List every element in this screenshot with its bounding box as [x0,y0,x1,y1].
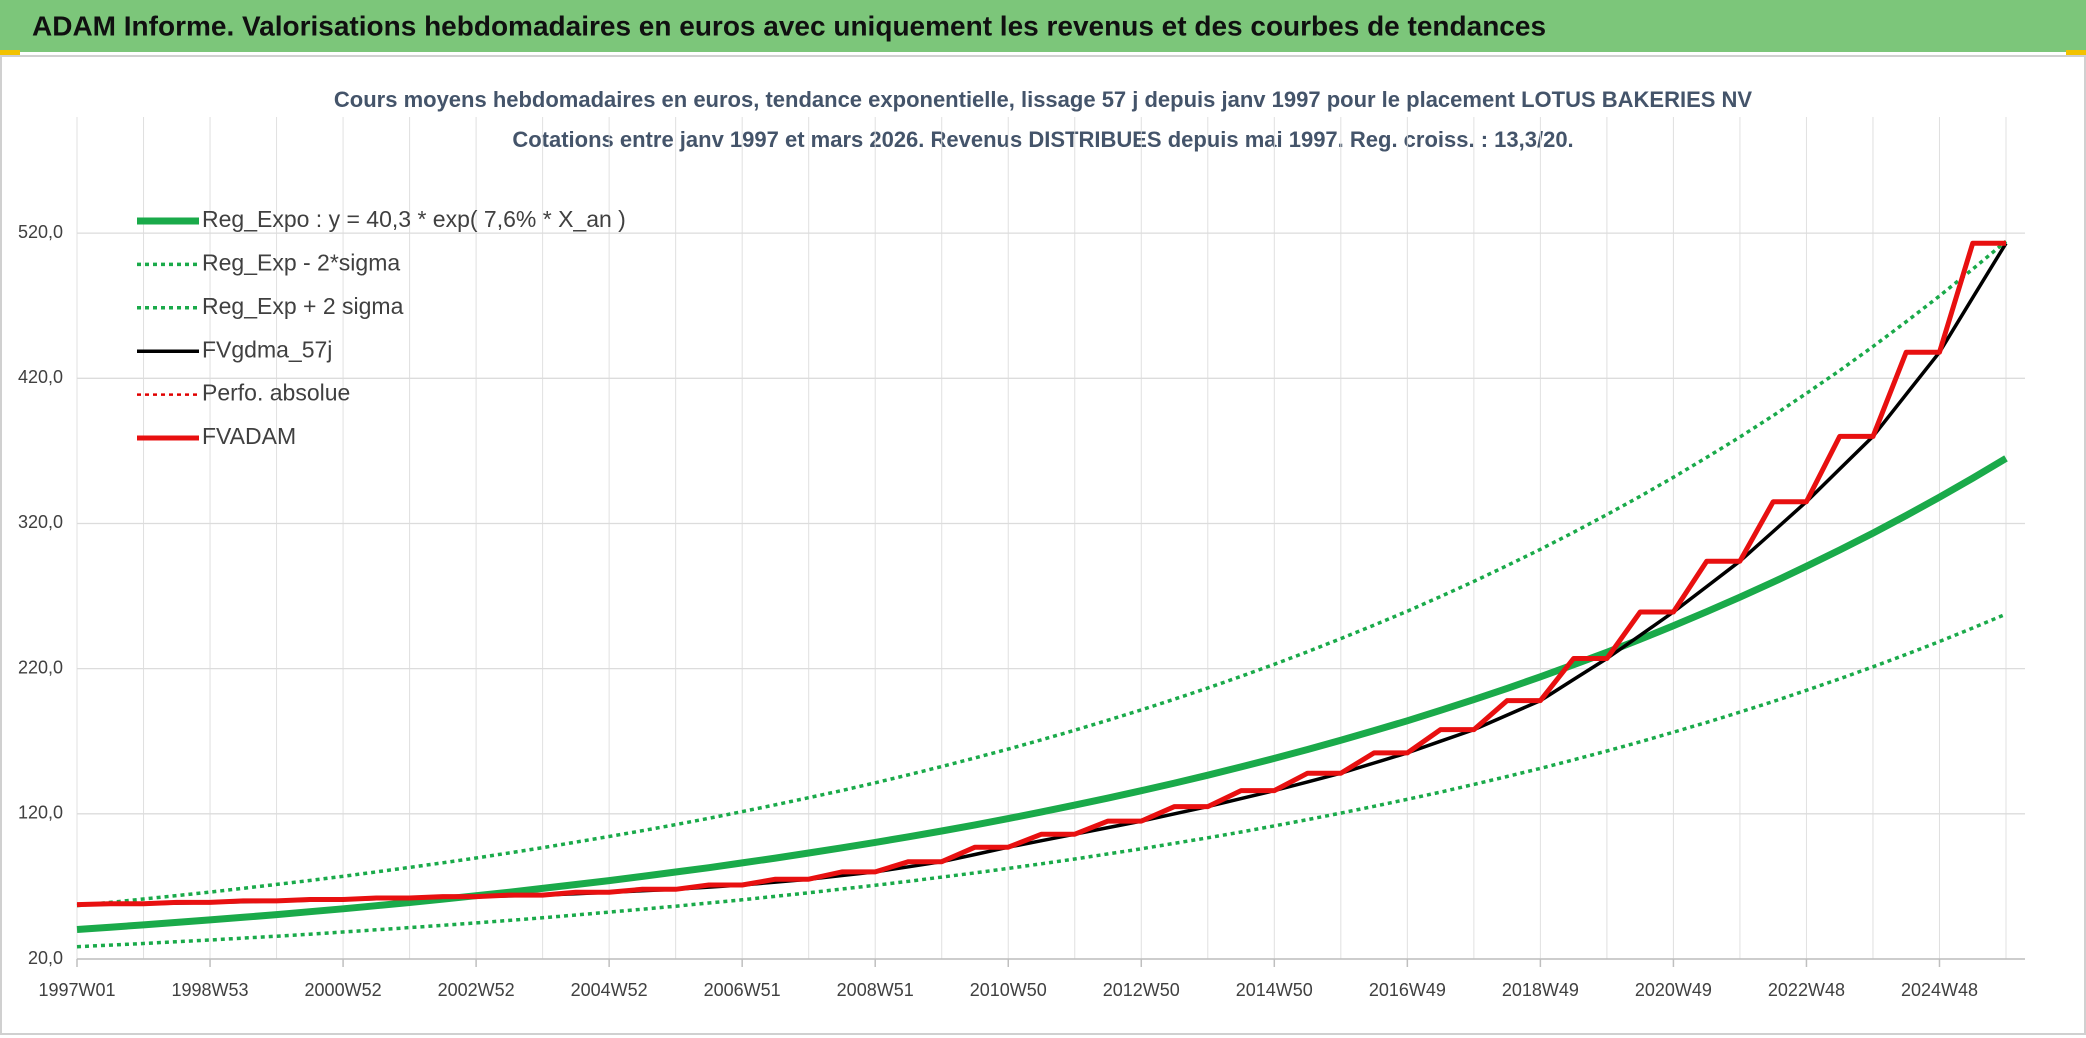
y-tick-label: 420,0 [18,367,63,387]
legend-label: FVgdma_57j [202,336,332,362]
chart-border [0,55,2086,1035]
legend-label: Reg_Exp + 2 sigma [202,293,404,319]
x-tick-label: 1998W53 [172,980,249,1000]
y-tick-label: 520,0 [18,222,63,242]
x-tick-label: 2020W49 [1635,980,1712,1000]
y-tick-label: 320,0 [18,512,63,532]
x-tick-label: 1997W01 [38,980,115,1000]
x-tick-label: 2016W49 [1369,980,1446,1000]
x-tick-label: 2000W52 [305,980,382,1000]
x-tick-label: 2012W50 [1103,980,1180,1000]
x-tick-label: 2002W52 [438,980,515,1000]
series-line [76,455,2008,933]
x-tick-label: 2010W50 [970,980,1047,1000]
x-tick-label: 2006W51 [704,980,781,1000]
header-title: ADAM Informe. Valorisations hebdomadaire… [32,10,1546,41]
y-tick-label: 20,0 [28,948,63,968]
x-tick-label: 2018W49 [1502,980,1579,1000]
x-tick-label: 2008W51 [837,980,914,1000]
header-bar [0,0,2086,52]
legend-label: Reg_Exp - 2*sigma [202,249,400,275]
legend-label: Reg_Expo : y = 40,3 * exp( 7,6% * X_an ) [202,206,626,232]
series-line [76,239,2008,908]
legend-label: Perfo. absolue [202,380,350,406]
chart-subtitle: Cotations entre janv 1997 et mars 2026. … [512,127,1573,152]
chart-title: Cours moyens hebdomadaires en euros, ten… [334,87,1753,112]
legend-label: FVADAM [202,423,296,449]
corner [0,50,20,56]
x-tick-label: 2004W52 [571,980,648,1000]
y-tick-label: 220,0 [18,657,63,677]
corner [2066,50,2086,56]
x-tick-label: 2022W48 [1768,980,1845,1000]
x-tick-label: 2014W50 [1236,980,1313,1000]
y-tick-label: 120,0 [18,803,63,823]
x-tick-label: 2024W48 [1901,980,1978,1000]
series-line [76,612,2007,949]
series-line [76,240,2006,908]
